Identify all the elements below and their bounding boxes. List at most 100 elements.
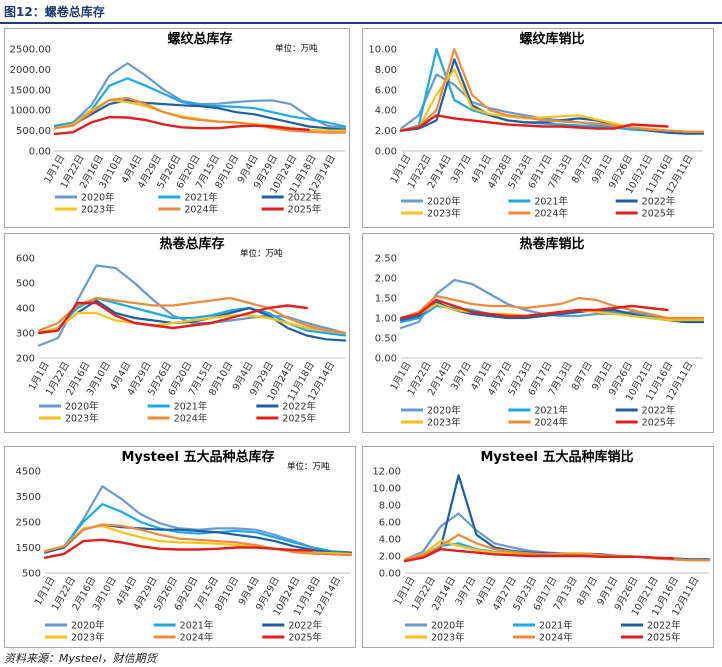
series-line	[399, 58, 705, 135]
legend-label: 2025年	[647, 632, 681, 644]
legend-label: 2023年	[427, 417, 461, 429]
unit-label: 单位：万吨	[275, 43, 318, 54]
chart-title: Mysteel 五大品种库销比	[481, 449, 634, 465]
y-tick-label: 4500	[16, 467, 41, 478]
legend-label: 2025年	[282, 413, 316, 425]
series-line	[403, 548, 675, 563]
series-line	[53, 96, 347, 134]
legend-label: 2024年	[539, 632, 573, 644]
y-tick-label: 400	[16, 304, 35, 315]
series-line	[399, 114, 669, 132]
series-line	[399, 47, 705, 133]
legend-label: 2021年	[539, 620, 573, 632]
y-tick-label: 6.00	[379, 518, 401, 529]
y-tick-label: 1500.00	[10, 85, 51, 96]
y-tick-label: 10.00	[372, 484, 401, 495]
unit-label: 单位：万吨	[287, 461, 330, 472]
unit-label: 单位：万吨	[240, 248, 283, 259]
legend-label: 2024年	[174, 413, 208, 425]
y-tick-label: 2500.00	[10, 45, 51, 56]
legend-label: 2023年	[431, 632, 465, 644]
y-tick-label: 2.00	[375, 274, 397, 285]
legend-label: 2020年	[65, 401, 99, 413]
five-products-inventory-chart: Mysteel 五大品种总库存单位：万吨50015002500350045001…	[16, 449, 353, 644]
legend-label: 2022年	[642, 405, 676, 417]
y-tick-label: 500.00	[16, 126, 51, 137]
chart-title: 热卷库销比	[519, 236, 584, 252]
legend-label: 2025年	[642, 417, 676, 429]
legend-label: 2022年	[288, 192, 322, 204]
y-tick-label: 0.00	[375, 354, 397, 365]
y-tick-label: 6.00	[375, 85, 397, 96]
y-tick-label: 0.50	[375, 334, 397, 345]
chart-title: 热卷总库存	[159, 236, 224, 252]
figure-title: 图12：螺卷总库存	[4, 5, 105, 19]
series-line	[399, 294, 705, 320]
legend-label: 2020年	[71, 620, 105, 632]
y-tick-label: 2.50	[375, 254, 397, 265]
series-line	[43, 503, 353, 554]
series-line	[43, 538, 314, 559]
series-line	[403, 474, 711, 562]
y-tick-label: 1000.00	[10, 106, 51, 117]
y-tick-label: 8.00	[375, 65, 397, 76]
legend-label: 2021年	[534, 196, 568, 208]
legend-label: 2023年	[81, 204, 115, 216]
legend-label: 2024年	[180, 632, 214, 644]
y-tick-label: 1.00	[375, 314, 397, 325]
legend-label: 2024年	[534, 208, 568, 220]
legend-label: 2025年	[642, 208, 676, 220]
legend-label: 2022年	[642, 196, 676, 208]
chart-panel-hrc-ratio: 热卷库销比 0.00 0.50 1.00 1.50 2.00 2.50 1月1日 1月22日 2月…	[362, 233, 714, 433]
legend-label: 2021年	[180, 620, 214, 632]
legend-label: 2021年	[184, 192, 218, 204]
legend-label: 2023年	[427, 208, 461, 220]
y-tick-label: 2500	[16, 518, 41, 529]
legend-label: 2020年	[81, 192, 115, 204]
y-tick-label: 1.50	[375, 294, 397, 305]
legend-label: 2025年	[288, 632, 322, 644]
chart-title: Mysteel 五大品种总库存	[122, 449, 275, 465]
chart-panel-hrc-inventory: 热卷总库存 单位：万吨 200 300 400 500 600 1月1日 1月22日 2月16日 3…	[4, 233, 350, 433]
legend-label: 2021年	[534, 405, 568, 417]
y-tick-label: 2.00	[375, 126, 397, 137]
series-line	[37, 301, 308, 335]
series-line	[37, 299, 347, 342]
legend-label: 2021年	[174, 401, 208, 413]
y-tick-label: 10.00	[368, 45, 397, 56]
hrc-ratio-chart: 热卷库销比0.000.501.001.502.002.501月1日1月22日2月…	[375, 236, 705, 429]
rebar-ratio-chart: 螺纹库销比0.002.004.006.008.0010.001月1日1月22日2…	[368, 31, 705, 220]
series-line	[37, 296, 347, 335]
y-tick-label: 200	[16, 354, 35, 365]
legend-label: 2022年	[288, 620, 322, 632]
y-tick-label: 600	[16, 254, 35, 265]
title-rule	[0, 22, 722, 24]
y-tick-label: 500	[16, 279, 35, 290]
y-tick-label: 8.00	[379, 501, 401, 512]
legend-label: 2024年	[184, 204, 218, 216]
series-line	[37, 311, 347, 335]
y-tick-label: 1500	[16, 543, 41, 554]
chart-panel-rebar-inventory: 螺纹总库存 单位：万吨 0.00 500.00 1000.00 1500.00 2000.0…	[4, 28, 350, 228]
series-line	[53, 115, 310, 136]
chart-panel-five-products-ratio: Mysteel 五大品种库销比 0.00 2.00 4.00 6.00 8.00 10.00…	[362, 446, 714, 648]
series-line	[37, 264, 347, 347]
legend-label: 2020年	[427, 405, 461, 417]
chart-title: 螺纹总库存	[167, 31, 232, 47]
chart-title: 螺纹库销比	[519, 31, 584, 47]
legend-label: 2020年	[431, 620, 465, 632]
y-tick-label: 2000.00	[10, 65, 51, 76]
y-tick-label: 300	[16, 329, 35, 340]
y-tick-label: 12.00	[372, 467, 401, 478]
y-tick-label: 0.00	[379, 569, 401, 580]
hrc-inventory-chart: 热卷总库存单位：万吨2003004005006001月1日1月22日2月16日3…	[16, 236, 347, 425]
chart-panel-rebar-ratio: 螺纹库销比 0.00 2.00 4.00 6.00 8.00 10.00 1月1日 1月22日 2…	[362, 28, 714, 228]
series-line	[43, 523, 353, 557]
y-tick-label: 4.00	[375, 106, 397, 117]
y-tick-label: 3500	[16, 492, 41, 503]
legend-label: 2024年	[534, 417, 568, 429]
y-tick-label: 500	[22, 569, 41, 580]
y-tick-label: 4.00	[379, 535, 401, 546]
